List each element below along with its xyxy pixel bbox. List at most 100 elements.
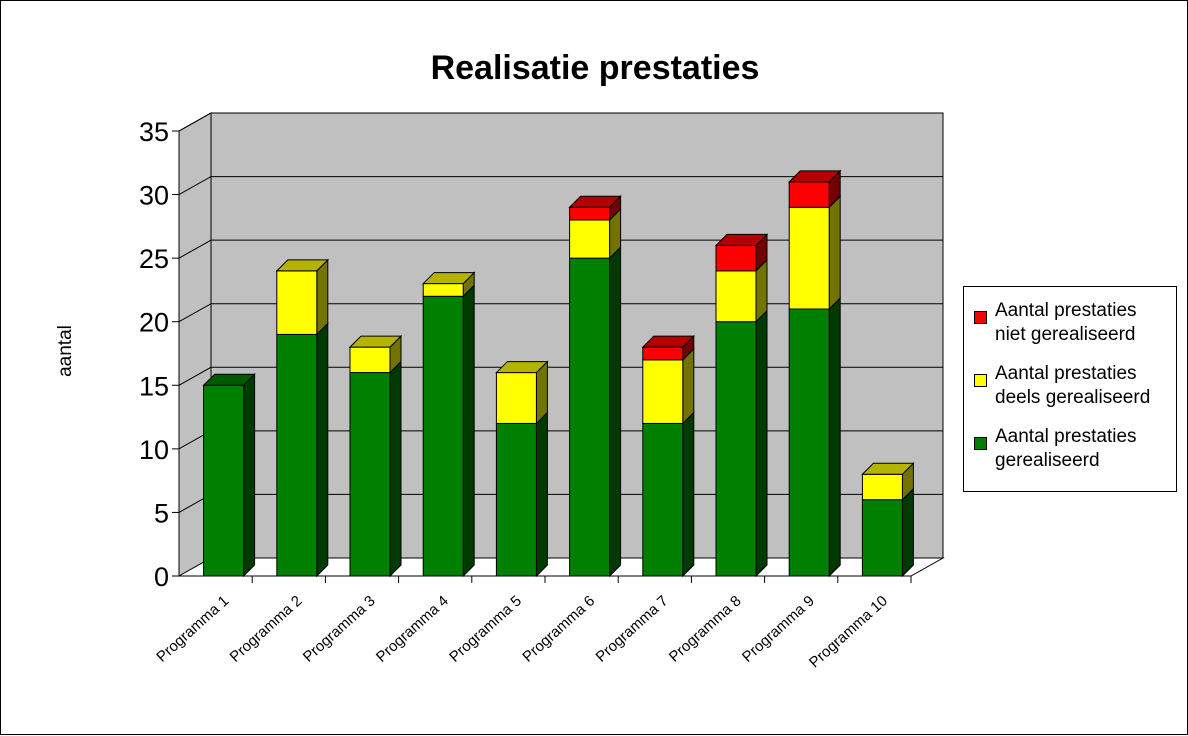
bar-top: [348, 335, 403, 348]
bar-front: [276, 270, 318, 335]
y-tick-label: 30: [139, 181, 169, 211]
legend-label-line: Aantal prestaties: [995, 426, 1137, 447]
bar-segment: [276, 322, 329, 578]
bar-side: [609, 245, 622, 578]
legend-swatch: [974, 311, 987, 324]
bar-segment: [569, 245, 622, 578]
legend-label-line: Aantal prestaties: [995, 363, 1137, 384]
bar-front: [495, 372, 537, 424]
chart-title: Realisatie prestaties: [431, 49, 760, 87]
x-tick-label: Programma 7: [593, 592, 672, 665]
legend: Aantal prestaties niet gerealiseerd Aantal…: [963, 286, 1177, 492]
bar-segment: [275, 258, 330, 336]
bar-segment: [422, 284, 475, 578]
bar-front: [861, 499, 903, 577]
y-tick-label: 5: [154, 498, 169, 528]
bar-front: [349, 372, 391, 577]
bar-front: [788, 181, 830, 208]
legend-label: Aantal prestaties gerealiseerd: [995, 425, 1175, 473]
bar-side: [535, 411, 548, 578]
bar-side: [243, 373, 256, 578]
bar-segment: [715, 309, 768, 578]
bar-segment: [348, 334, 403, 374]
bar-side: [828, 296, 841, 578]
legend-swatch: [974, 437, 987, 450]
y-axis-label: aantal: [55, 325, 76, 377]
bar-segment: [642, 411, 695, 578]
bar-segment: [495, 411, 548, 578]
bar-top: [495, 361, 549, 374]
legend-label-line: niet gerealiseerd: [995, 324, 1136, 345]
bar-segment: [788, 296, 841, 578]
legend-swatch: [974, 374, 987, 387]
bar-segment: [788, 195, 841, 311]
legend-label: Aantal prestaties niet gerealiseerd: [995, 299, 1175, 347]
legend-label-line: Aantal prestaties: [995, 300, 1137, 321]
y-tick-label: 20: [139, 308, 169, 338]
bar-front: [715, 321, 757, 577]
bar-segment: [495, 360, 549, 425]
x-tick-label: Programma 6: [519, 592, 598, 665]
legend-item: Aantal prestaties deels gerealiseerd: [974, 362, 1175, 410]
bar-front: [495, 422, 537, 577]
y-tick-label: 0: [154, 562, 169, 592]
bar-segment: [642, 347, 695, 425]
x-tick-label: Programma 1: [153, 592, 232, 665]
bar-segment: [861, 462, 915, 501]
bar-top: [202, 373, 256, 386]
bars: [202, 169, 915, 578]
y-tick-labels: 0 5 10 15 20 25 30 35: [139, 117, 169, 592]
bar-top: [421, 272, 476, 285]
bar-side: [462, 284, 475, 578]
bar-segment: [421, 271, 476, 298]
bar-side: [682, 347, 695, 425]
legend-item: Aantal prestaties gerealiseerd: [974, 425, 1175, 473]
bar-front: [642, 346, 684, 361]
bar-front: [715, 270, 757, 323]
bar-segment: [641, 334, 696, 362]
x-tick-label: Programma 5: [446, 592, 525, 665]
x-tick-label: Programma 4: [373, 592, 452, 665]
bar-front: [642, 359, 684, 424]
gridline: [178, 366, 943, 386]
gridline: [178, 239, 943, 259]
bar-front: [788, 308, 830, 577]
bar-top: [787, 170, 842, 183]
legend-item: Aantal prestaties niet gerealiseerd: [974, 299, 1175, 347]
bar-front: [203, 384, 245, 577]
bar-front: [422, 295, 464, 577]
x-tick-label: Programma 9: [739, 592, 818, 665]
bar-side: [316, 322, 329, 578]
bar-front: [788, 206, 830, 310]
bar-front: [276, 333, 318, 577]
bar-front: [569, 219, 611, 259]
bar-front: [349, 346, 391, 374]
bar-segment: [202, 373, 256, 578]
bar-segment: [349, 360, 402, 578]
gridline: [178, 303, 943, 323]
x-tick-label: Programma 10: [806, 592, 891, 671]
legend-label-line: gerealiseerd: [995, 450, 1100, 471]
bar-segment: [569, 207, 622, 260]
bar-side: [682, 411, 695, 578]
bar-top: [568, 195, 622, 208]
y-tick-label: 10: [139, 435, 169, 465]
bar-front: [569, 257, 611, 577]
bar-side: [901, 487, 914, 578]
bar-side: [316, 258, 329, 336]
bar-side: [755, 309, 768, 578]
y-tick-label: 35: [139, 117, 169, 147]
bar-front: [642, 422, 684, 577]
x-tick-label: Programma 8: [666, 592, 745, 665]
bar-top: [714, 233, 769, 246]
gridline: [178, 176, 943, 196]
bar-top: [861, 462, 915, 475]
x-tick-label: Programma 2: [227, 592, 306, 665]
bar-top: [275, 259, 330, 272]
bar-front: [422, 283, 464, 297]
bar-segment: [568, 195, 622, 222]
y-tick-label: 15: [139, 371, 169, 401]
